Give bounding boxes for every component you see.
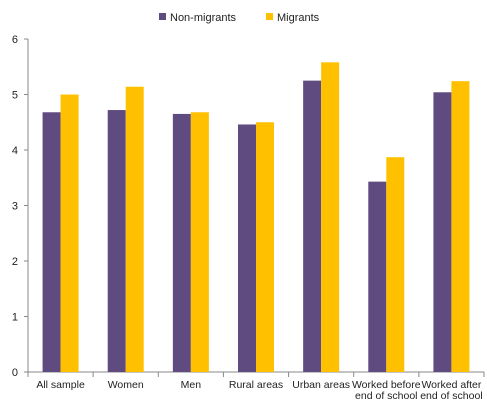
- x-category-label: Worked before end of school: [352, 379, 421, 402]
- x-category-label: Men: [181, 379, 202, 391]
- y-tick-label: 2: [12, 256, 18, 268]
- bar-migrants-5: [386, 157, 405, 372]
- x-category-label: All sample: [36, 379, 85, 391]
- y-tick-label: 3: [12, 201, 18, 213]
- bar-non-migrants-3: [238, 124, 256, 372]
- x-category-label: Urban areas: [292, 379, 350, 391]
- bar-non-migrants-5: [368, 181, 387, 372]
- bar-migrants-2: [190, 112, 209, 372]
- bar-migrants-0: [60, 94, 79, 372]
- legend-swatch: [159, 13, 166, 20]
- bar-non-migrants-1: [107, 110, 126, 372]
- x-category-label: Rural areas: [229, 379, 283, 391]
- bar-migrants-4: [321, 62, 340, 373]
- y-tick-label: 1: [12, 312, 18, 324]
- y-tick-label: 0: [12, 367, 18, 379]
- y-tick-label: 6: [12, 34, 18, 46]
- legend: Non-migrants Migrants: [159, 12, 320, 24]
- legend-swatch: [266, 13, 273, 20]
- bar-non-migrants-6: [433, 92, 452, 372]
- bar-migrants-1: [125, 86, 144, 372]
- bar-non-migrants-0: [42, 112, 61, 372]
- legend-label: Migrants: [277, 12, 320, 24]
- bar-non-migrants-2: [172, 113, 191, 373]
- y-tick-label: 4: [12, 145, 18, 157]
- bars: [42, 62, 470, 373]
- category-labels: All sample Women Men Rural areas Urban areas…: [36, 379, 482, 402]
- bar-migrants-6: [451, 81, 470, 373]
- y-tick-label: 5: [12, 90, 18, 102]
- legend-label: Non-migrants: [170, 12, 237, 24]
- x-category-label: Women: [108, 379, 144, 391]
- bar-migrants-3: [256, 122, 274, 372]
- bar-non-migrants-4: [303, 80, 322, 372]
- x-category-label: Worked after end of school: [420, 379, 482, 402]
- axes: 0 1 2 3 4 5 6: [12, 34, 485, 379]
